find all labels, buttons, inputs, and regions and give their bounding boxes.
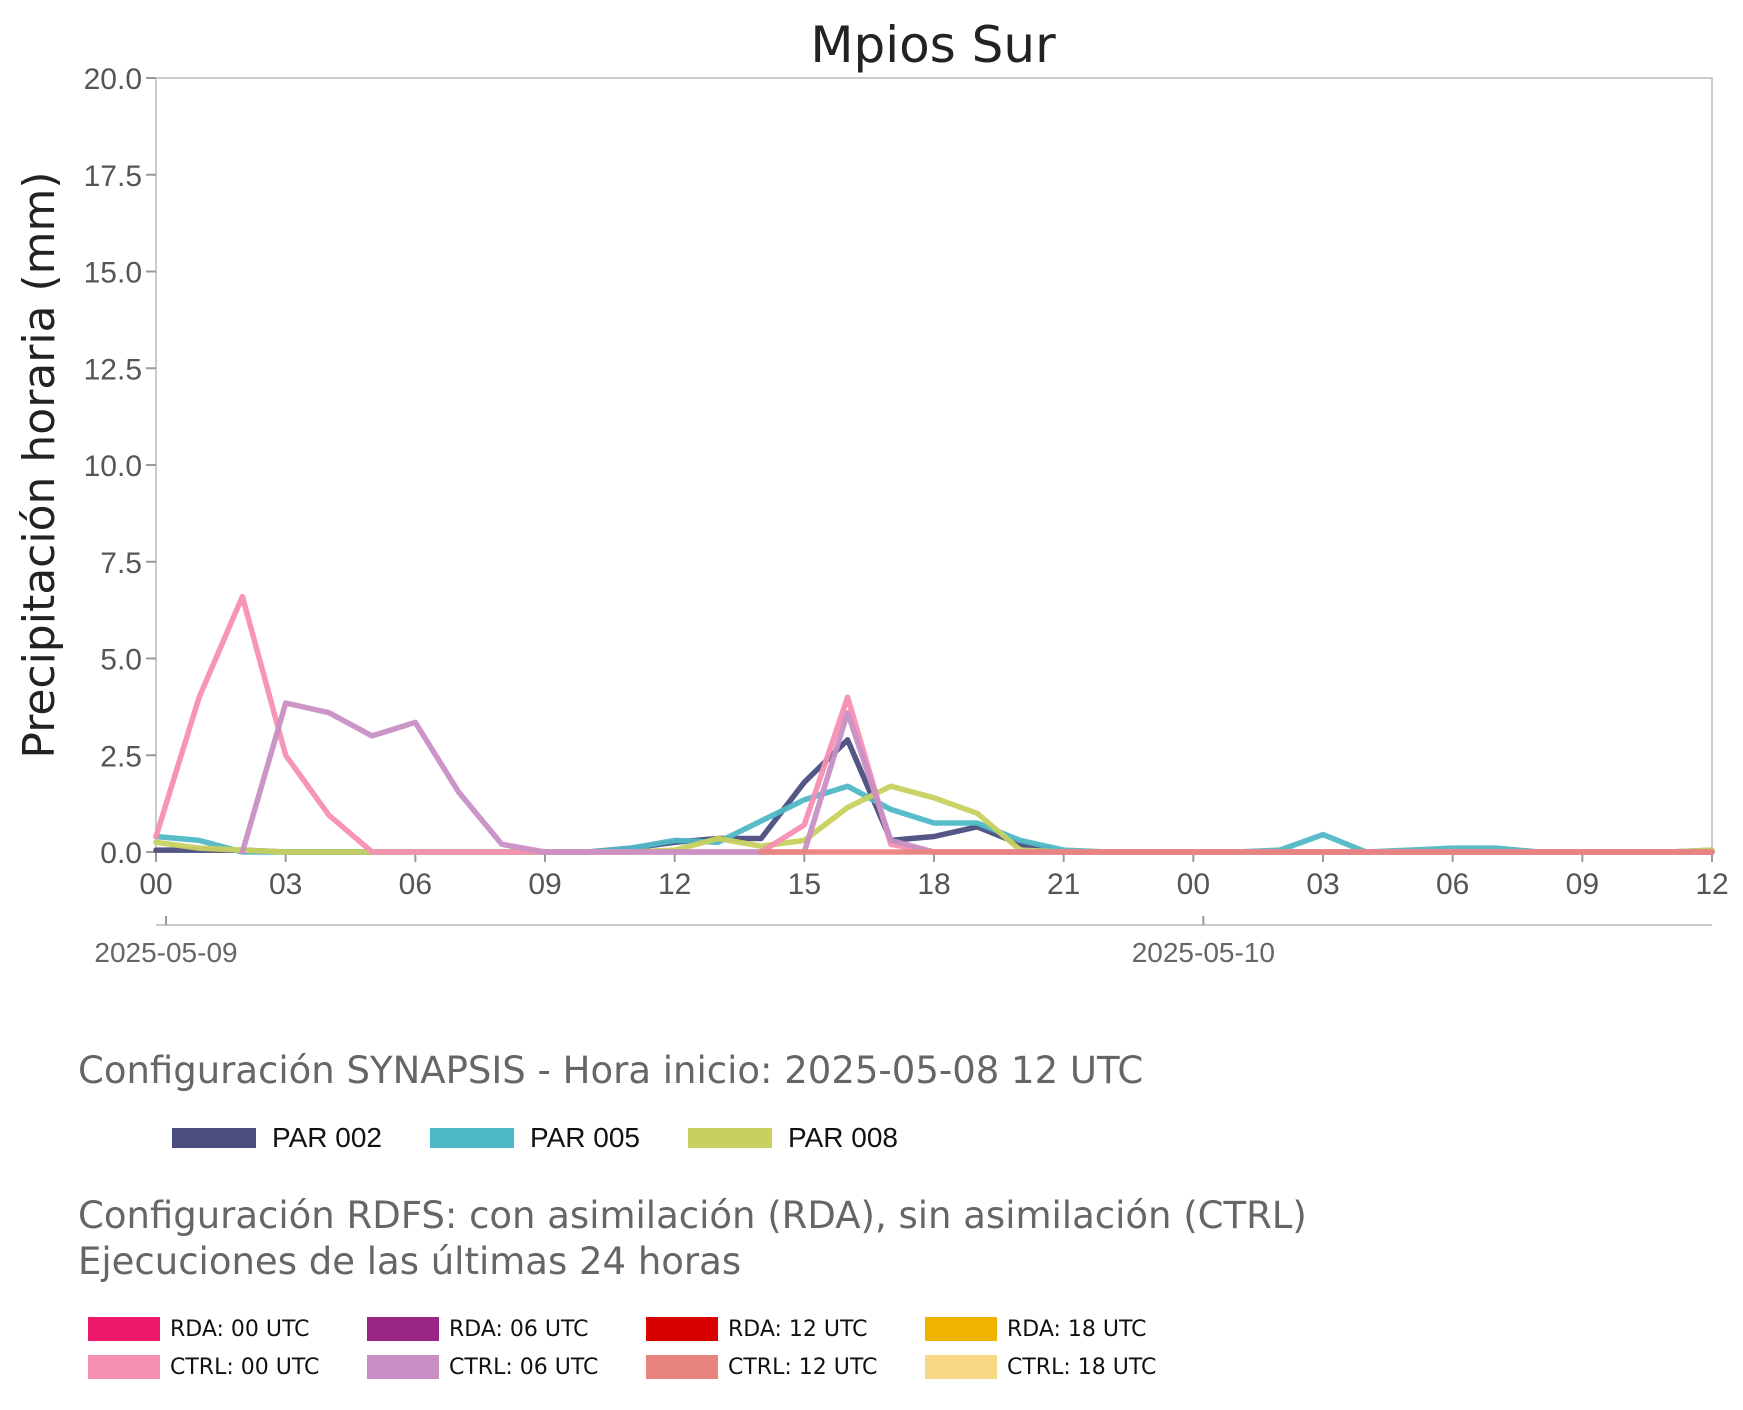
y-tick-label: 2.5 — [100, 740, 142, 773]
legend-swatch — [88, 1355, 160, 1379]
y-axis: 0.0 2.5 5.0 7.5 10.0 12.5 15.0 17.5 20.0 — [84, 63, 156, 870]
x-tick-label: 12 — [658, 868, 691, 901]
x-tick-label: 09 — [528, 868, 561, 901]
legend-label: PAR 002 — [272, 1122, 382, 1153]
chart-title: Mpios Sur — [810, 16, 1056, 74]
synapsis-legend-title: Configuración SYNAPSIS - Hora inicio: 20… — [78, 1048, 1143, 1094]
series-line-ctrl-00-utc — [153, 593, 1715, 855]
legend-swatch — [367, 1355, 439, 1379]
legend-label: CTRL: 06 UTC — [449, 1354, 599, 1380]
legend-swatch — [925, 1355, 997, 1379]
legend-label: RDA: 18 UTC — [1007, 1316, 1147, 1342]
x-tick-label: 18 — [917, 868, 950, 901]
y-tick-label: 7.5 — [100, 547, 142, 580]
legend-label: PAR 005 — [530, 1122, 640, 1153]
legend-label: RDA: 00 UTC — [170, 1316, 310, 1342]
date-tick-label: 2025-05-10 — [1132, 937, 1275, 968]
x-tick-label: 00 — [1177, 868, 1210, 901]
synapsis-legend-item: PAR 008 — [688, 1122, 898, 1154]
x-tick-label: 03 — [269, 868, 302, 901]
legend-swatch — [430, 1128, 514, 1148]
legend-label: RDA: 12 UTC — [728, 1316, 868, 1342]
date-tick-label: 2025-05-09 — [94, 937, 237, 968]
legend-swatch — [88, 1317, 160, 1341]
rdfs-legend-item: RDA: 06 UTC — [367, 1316, 646, 1342]
date-axis: 2025-05-09 2025-05-10 — [94, 916, 1712, 968]
y-tick-label: 10.0 — [84, 450, 142, 483]
rdfs-legend-item: RDA: 00 UTC — [88, 1316, 367, 1342]
rdfs-legend-title: Configuración RDFS: con asimilación (RDA… — [78, 1193, 1307, 1286]
legend-label: RDA: 06 UTC — [449, 1316, 589, 1342]
x-tick-label: 09 — [1566, 868, 1599, 901]
legend-label: CTRL: 00 UTC — [170, 1354, 320, 1380]
legend-swatch — [646, 1317, 718, 1341]
series-line-par-008 — [153, 783, 1715, 855]
synapsis-legend-item: PAR 005 — [430, 1122, 640, 1154]
rdfs-legend-item: CTRL: 18 UTC — [925, 1354, 1204, 1380]
y-tick-label: 12.5 — [84, 353, 142, 386]
rdfs-legend-item: CTRL: 12 UTC — [646, 1354, 925, 1380]
x-tick-label: 12 — [1695, 868, 1728, 901]
y-tick-label: 20.0 — [84, 63, 142, 96]
rdfs-legend-item: RDA: 18 UTC — [925, 1316, 1204, 1342]
synapsis-legend-item: PAR 002 — [172, 1122, 382, 1154]
y-axis-label: Precipitación horaria (mm) — [14, 171, 65, 758]
rdfs-legend-item: CTRL: 06 UTC — [367, 1354, 646, 1380]
x-tick-label: 00 — [139, 868, 172, 901]
legend-swatch — [688, 1128, 772, 1148]
legend-label: CTRL: 12 UTC — [728, 1354, 878, 1380]
legend-swatch — [925, 1317, 997, 1341]
y-tick-label: 5.0 — [100, 644, 142, 677]
rdfs-legend-item: RDA: 12 UTC — [646, 1316, 925, 1342]
legend-label: PAR 008 — [788, 1122, 898, 1153]
rdfs-legend: RDA: 00 UTC RDA: 06 UTC RDA: 12 UTC RDA: 18… — [88, 1316, 1204, 1380]
y-tick-label: 15.0 — [84, 257, 142, 290]
y-tick-label: 17.5 — [84, 160, 142, 193]
legend-label: CTRL: 18 UTC — [1007, 1354, 1157, 1380]
series-lines — [153, 593, 1715, 855]
x-tick-label: 21 — [1047, 868, 1080, 901]
plot-area — [155, 77, 1713, 853]
synapsis-title-text: Configuración SYNAPSIS - Hora inicio: 20… — [78, 1049, 1144, 1092]
legend-swatch — [172, 1128, 256, 1148]
legend-swatch — [367, 1317, 439, 1341]
synapsis-legend: PAR 002 PAR 005 PAR 008 — [172, 1122, 946, 1154]
x-tick-label: 06 — [1436, 868, 1469, 901]
x-tick-label: 03 — [1306, 868, 1339, 901]
x-tick-label: 06 — [399, 868, 432, 901]
y-tick-label: 0.0 — [100, 837, 142, 870]
rdfs-legend-item: CTRL: 00 UTC — [88, 1354, 367, 1380]
precipitation-chart: Mpios Sur Precipitación horaria (mm) 0.0… — [14, 16, 1729, 968]
legend-swatch — [646, 1355, 718, 1379]
x-axis: 00 03 06 09 12 15 18 21 00 03 06 09 12 — [139, 852, 1729, 901]
rdfs-title-text: Configuración RDFS: con asimilación (RDA… — [78, 1194, 1307, 1284]
x-tick-label: 15 — [788, 868, 821, 901]
